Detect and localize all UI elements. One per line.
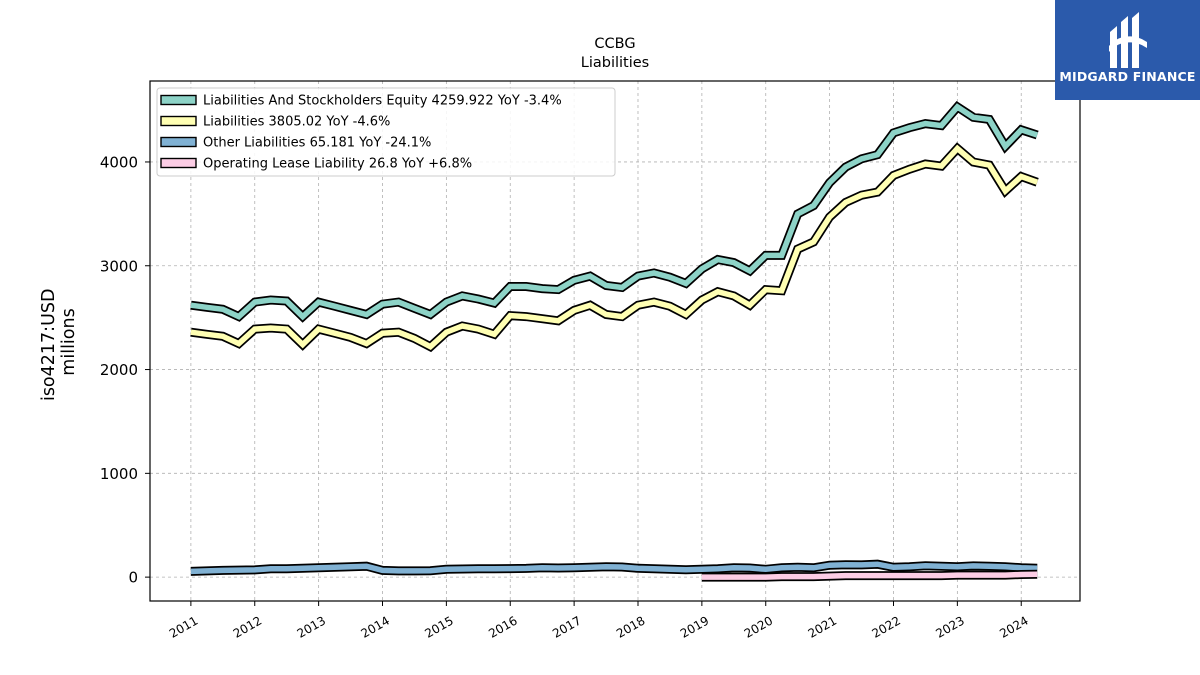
legend: Liabilities And Stockholders Equity 4259… [156, 87, 616, 177]
chart-subtitle: Liabilities [581, 55, 649, 71]
legend-swatch [160, 115, 197, 127]
logo-text: MIDGARD FINANCE [1059, 69, 1196, 84]
x-tick-label: 2019 [678, 613, 711, 640]
x-tick-label: 2021 [806, 613, 839, 640]
y-axis-label-line-1: iso4217:USD [39, 289, 59, 402]
legend-entry: Other Liabilities 65.181 YoY -24.1% [203, 136, 431, 151]
y-tick-label: 0 [128, 569, 138, 587]
grid [150, 81, 1080, 601]
plot-frame [149, 80, 1081, 602]
x-tick-label: 2015 [422, 613, 455, 640]
x-tick-label: 2023 [933, 613, 966, 640]
legend-entry: Operating Lease Liability 26.8 YoY +6.8% [203, 157, 472, 172]
y-tick-label: 4000 [100, 153, 138, 171]
series-3-line [701, 571, 1038, 580]
y-tick-label: 2000 [100, 361, 138, 379]
x-tick-label: 2018 [614, 613, 647, 640]
x-tick-label: 2016 [486, 613, 519, 640]
y-axis-label-line-2: millions [59, 308, 79, 375]
y-axis-label: iso4217:USD millions [39, 283, 79, 401]
x-tick-label: 2022 [870, 613, 903, 640]
legend-swatch [160, 136, 197, 148]
midgard-finance-logo: MIDGARD FINANCE [1055, 0, 1200, 100]
x-tick-label: 2012 [231, 613, 264, 640]
legend-swatch [160, 94, 197, 106]
x-tick-label: 2013 [295, 613, 328, 640]
series-1-line [190, 144, 1039, 351]
y-tick-label: 3000 [100, 257, 138, 275]
series-layer [190, 100, 1039, 582]
y-tick-label: 1000 [100, 465, 138, 483]
legend-box [156, 87, 616, 177]
legend-entry: Liabilities And Stockholders Equity 4259… [203, 94, 562, 109]
legend-swatch [160, 157, 197, 169]
midgard-logo-mark [1109, 12, 1147, 68]
legend-entry: Liabilities 3805.02 YoY -4.6% [203, 115, 390, 130]
x-tick-label: 2017 [550, 613, 583, 640]
x-tick-label: 2020 [742, 613, 775, 640]
series-0-line [190, 103, 1039, 321]
chart-title: CCBG [594, 36, 635, 52]
x-tick-label: 2024 [997, 613, 1030, 640]
series-2-line [190, 561, 1038, 575]
x-tick-label: 2014 [359, 613, 392, 640]
x-tick-label: 2011 [167, 613, 200, 640]
